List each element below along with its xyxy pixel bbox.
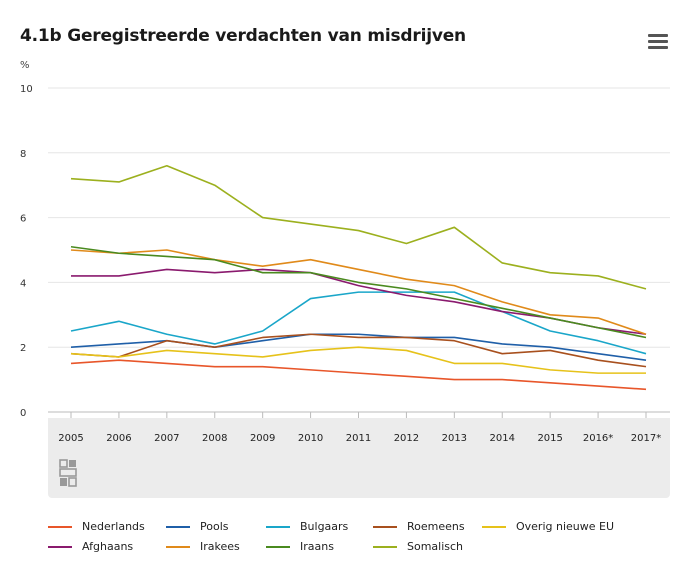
series-line-iraans[interactable] bbox=[70, 245, 647, 339]
series-line-nederlands[interactable] bbox=[70, 359, 647, 391]
legend-item-roemeens[interactable]: Roemeens bbox=[373, 520, 465, 533]
y-axis-label: % bbox=[20, 60, 30, 71]
hamburger-menu-icon[interactable] bbox=[648, 34, 668, 50]
legend-label: Pools bbox=[200, 520, 229, 533]
x-tick-label: 2015 bbox=[537, 433, 562, 444]
legend-swatch bbox=[266, 525, 290, 528]
legend-label: Nederlands bbox=[82, 520, 145, 533]
y-tick-label: 0 bbox=[20, 408, 26, 419]
y-axis-ticks: 0 2 4 6 8 10 bbox=[20, 84, 33, 419]
legend-item-afghaans[interactable]: Afghaans bbox=[48, 540, 133, 553]
x-tick-label: 2010 bbox=[298, 433, 323, 444]
y-tick-label: 10 bbox=[20, 84, 33, 95]
legend-label: Iraans bbox=[300, 540, 334, 553]
series-line-somalisch[interactable] bbox=[70, 164, 647, 290]
x-tick-label: 2016* bbox=[583, 433, 613, 444]
cbs-logo-icon bbox=[59, 459, 77, 487]
legend-label: Irakees bbox=[200, 540, 240, 553]
legend-item-pools[interactable]: Pools bbox=[166, 520, 229, 533]
legend-item-bulgaars[interactable]: Bulgaars bbox=[266, 520, 348, 533]
chart-series bbox=[70, 164, 647, 391]
chart-title: 4.1b Geregistreerde verdachten van misdr… bbox=[20, 26, 466, 46]
legend-label: Afghaans bbox=[82, 540, 134, 553]
x-tick-label: 2005 bbox=[58, 433, 83, 444]
x-tick-label: 2008 bbox=[202, 433, 227, 444]
legend-swatch bbox=[373, 545, 397, 548]
x-tick-label: 2006 bbox=[106, 433, 131, 444]
legend-item-irakees[interactable]: Irakees bbox=[166, 540, 240, 553]
y-tick-label: 4 bbox=[20, 278, 26, 289]
legend-swatch bbox=[166, 545, 190, 548]
legend-item-overig-nieuwe-eu[interactable]: Overig nieuwe EU bbox=[482, 520, 614, 533]
series-line-roemeens[interactable] bbox=[70, 333, 647, 368]
series-line-overig-nieuwe-eu[interactable] bbox=[70, 346, 646, 374]
series-line-bulgaars[interactable] bbox=[70, 291, 647, 355]
series-line-afghaans[interactable] bbox=[71, 268, 647, 336]
y-tick-label: 8 bbox=[20, 149, 26, 160]
y-tick-label: 6 bbox=[20, 214, 26, 225]
x-tick-label: 2011 bbox=[346, 433, 371, 444]
legend-swatch bbox=[482, 525, 506, 528]
chart-grid bbox=[48, 87, 670, 413]
x-tick-label: 2009 bbox=[250, 433, 275, 444]
legend-swatch bbox=[373, 525, 397, 528]
x-axis-ticks: 2005 2006 2007 2008 2009 2010 2011 2012 2013 2014… bbox=[58, 412, 661, 444]
legend-label: Somalisch bbox=[407, 540, 464, 553]
x-axis-panel bbox=[48, 418, 670, 498]
legend-item-somalisch[interactable]: Somalisch bbox=[373, 540, 463, 553]
series-line-irakees[interactable] bbox=[70, 249, 647, 335]
legend-label: Roemeens bbox=[407, 520, 465, 533]
x-tick-label: 2017* bbox=[631, 433, 661, 444]
legend-label: Overig nieuwe EU bbox=[516, 520, 615, 533]
x-tick-label: 2014 bbox=[490, 433, 515, 444]
legend-label: Bulgaars bbox=[300, 520, 349, 533]
x-tick-label: 2007 bbox=[154, 433, 179, 444]
legend-swatch bbox=[166, 525, 190, 528]
y-tick-label: 2 bbox=[20, 343, 26, 354]
legend-item-nederlands[interactable]: Nederlands bbox=[48, 520, 145, 533]
legend-swatch bbox=[48, 525, 72, 528]
legend-item-iraans[interactable]: Iraans bbox=[266, 540, 334, 553]
x-tick-label: 2012 bbox=[394, 433, 419, 444]
legend-swatch bbox=[48, 545, 72, 548]
legend-swatch bbox=[266, 545, 290, 548]
x-tick-label: 2013 bbox=[442, 433, 467, 444]
